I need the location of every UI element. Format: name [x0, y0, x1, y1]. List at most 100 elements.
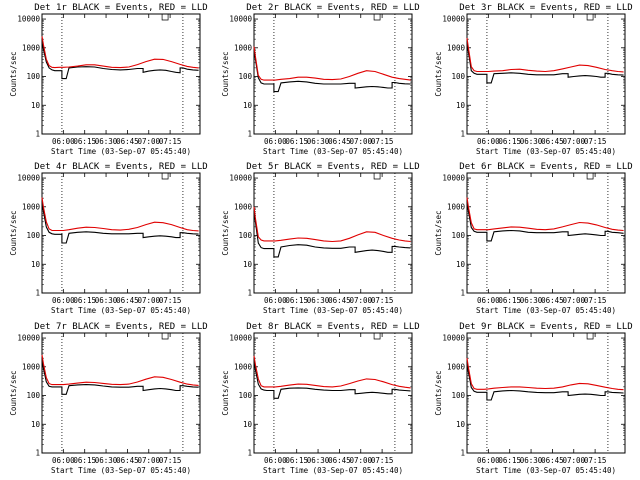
y-axis-label: Counts/sec — [9, 210, 18, 255]
y-tick-label: 1000 — [22, 362, 41, 371]
y-tick-label: 100 — [26, 72, 40, 81]
x-tick-label: 06:15 — [73, 456, 96, 465]
x-axis-label: Start Time (03-Sep-07 05:45:40) — [476, 466, 616, 475]
y-axis-label: Counts/sec — [221, 51, 230, 96]
chart-title: Det 3r BLACK = Events, RED = LLD — [459, 3, 632, 13]
y-tick-label: 100 — [238, 231, 252, 240]
y-tick-label: 10000 — [229, 334, 252, 343]
x-tick-label: 06:45 — [328, 137, 351, 146]
chart-panel-det-8: Det 8r BLACK = Events, RED = LLD 1 10 100 10… — [221, 322, 420, 475]
y-tick-label: 10 — [31, 101, 41, 110]
y-tick-label: 10000 — [17, 174, 40, 183]
chart-title: Det 1r BLACK = Events, RED = LLD — [34, 3, 207, 13]
x-tick-label: 07:00 — [562, 296, 585, 305]
y-tick-label: 1000 — [447, 43, 466, 52]
y-tick-label: 1 — [35, 449, 40, 458]
y-tick-label: 10 — [456, 420, 466, 429]
y-tick-label: 1000 — [447, 202, 466, 211]
y-tick-label: 100 — [451, 72, 465, 81]
series-line-events — [253, 209, 411, 258]
x-tick-label: 06:00 — [477, 456, 500, 465]
frame-notch — [161, 173, 169, 180]
plot-frame — [253, 172, 413, 294]
chart-title: Det 4r BLACK = Events, RED = LLD — [34, 162, 207, 172]
chart-panel-det-4: Det 4r BLACK = Events, RED = LLD 1 10 100 10… — [9, 162, 208, 315]
y-tick-label: 1000 — [22, 43, 41, 52]
x-tick-label: 06:30 — [307, 137, 330, 146]
series-line-events — [41, 203, 199, 244]
y-tick-label: 10 — [31, 420, 41, 429]
x-tick-label: 06:45 — [541, 137, 564, 146]
y-tick-label: 100 — [451, 231, 465, 240]
x-tick-label: 07:00 — [137, 456, 160, 465]
y-tick-label: 10 — [243, 420, 253, 429]
y-axis-label: Counts/sec — [434, 370, 443, 415]
x-tick-label: 06:15 — [498, 296, 521, 305]
y-tick-label: 10000 — [442, 15, 465, 24]
frame-notch — [586, 14, 594, 21]
chart-panel-det-3: Det 3r BLACK = Events, RED = LLD 1 10 100 10… — [434, 3, 633, 156]
x-tick-label: 07:15 — [159, 456, 182, 465]
series-line-lld — [41, 36, 199, 69]
frame-notch — [161, 14, 169, 21]
y-tick-label: 10000 — [17, 334, 40, 343]
x-tick-label: 06:15 — [285, 137, 308, 146]
x-tick-label: 07:15 — [584, 456, 607, 465]
y-tick-label: 1 — [247, 449, 252, 458]
y-tick-label: 1000 — [22, 202, 41, 211]
x-axis-label: Start Time (03-Sep-07 05:45:40) — [263, 466, 403, 475]
x-tick-label: 06:15 — [285, 456, 308, 465]
series-line-events — [466, 363, 624, 401]
y-tick-label: 100 — [26, 391, 40, 400]
y-axis-label: Counts/sec — [9, 370, 18, 415]
x-tick-label: 06:45 — [541, 296, 564, 305]
x-tick-label: 06:45 — [541, 456, 564, 465]
chart-panel-det-7: Det 7r BLACK = Events, RED = LLD 1 10 100 10… — [9, 322, 208, 475]
x-tick-label: 06:30 — [520, 296, 543, 305]
plot-frame — [41, 172, 201, 294]
chart-title: Det 7r BLACK = Events, RED = LLD — [34, 322, 207, 332]
x-tick-label: 06:15 — [73, 296, 96, 305]
frame-notch — [373, 333, 381, 340]
x-tick-label: 06:15 — [498, 456, 521, 465]
frame-notch — [586, 173, 594, 180]
series-line-events — [466, 42, 624, 84]
y-axis-label: Counts/sec — [221, 370, 230, 415]
chart-title: Det 2r BLACK = Events, RED = LLD — [246, 3, 419, 13]
series-line-events — [253, 360, 411, 399]
x-tick-label: 07:00 — [562, 456, 585, 465]
series-line-events — [41, 360, 199, 395]
series-line-lld — [41, 354, 199, 386]
x-tick-label: 07:00 — [349, 296, 372, 305]
frame-notch — [373, 14, 381, 21]
x-tick-label: 06:00 — [477, 137, 500, 146]
series-line-events — [41, 41, 199, 80]
y-tick-label: 10000 — [229, 174, 252, 183]
x-axis-label: Start Time (03-Sep-07 05:45:40) — [476, 147, 616, 156]
x-tick-label: 07:15 — [371, 456, 394, 465]
y-tick-label: 1 — [460, 449, 465, 458]
y-tick-label: 1000 — [234, 202, 253, 211]
series-line-events — [253, 49, 411, 93]
y-axis-label: Counts/sec — [221, 210, 230, 255]
x-axis-label: Start Time (03-Sep-07 05:45:40) — [51, 306, 191, 315]
x-tick-label: 06:30 — [520, 456, 543, 465]
plot-frame — [253, 13, 413, 135]
x-tick-label: 06:30 — [520, 137, 543, 146]
series-line-lld — [253, 46, 411, 81]
plot-frame — [41, 13, 201, 135]
x-tick-label: 07:15 — [159, 296, 182, 305]
x-tick-label: 06:15 — [285, 296, 308, 305]
series-line-lld — [466, 197, 624, 232]
x-tick-label: 06:00 — [52, 456, 75, 465]
y-tick-label: 10 — [456, 101, 466, 110]
series-line-events — [466, 202, 624, 242]
x-tick-label: 07:00 — [137, 296, 160, 305]
y-tick-label: 1 — [460, 289, 465, 298]
x-axis-label: Start Time (03-Sep-07 05:45:40) — [263, 147, 403, 156]
x-tick-label: 06:30 — [95, 296, 118, 305]
series-line-lld — [253, 206, 411, 243]
x-tick-label: 07:15 — [584, 137, 607, 146]
x-tick-label: 06:30 — [95, 137, 118, 146]
